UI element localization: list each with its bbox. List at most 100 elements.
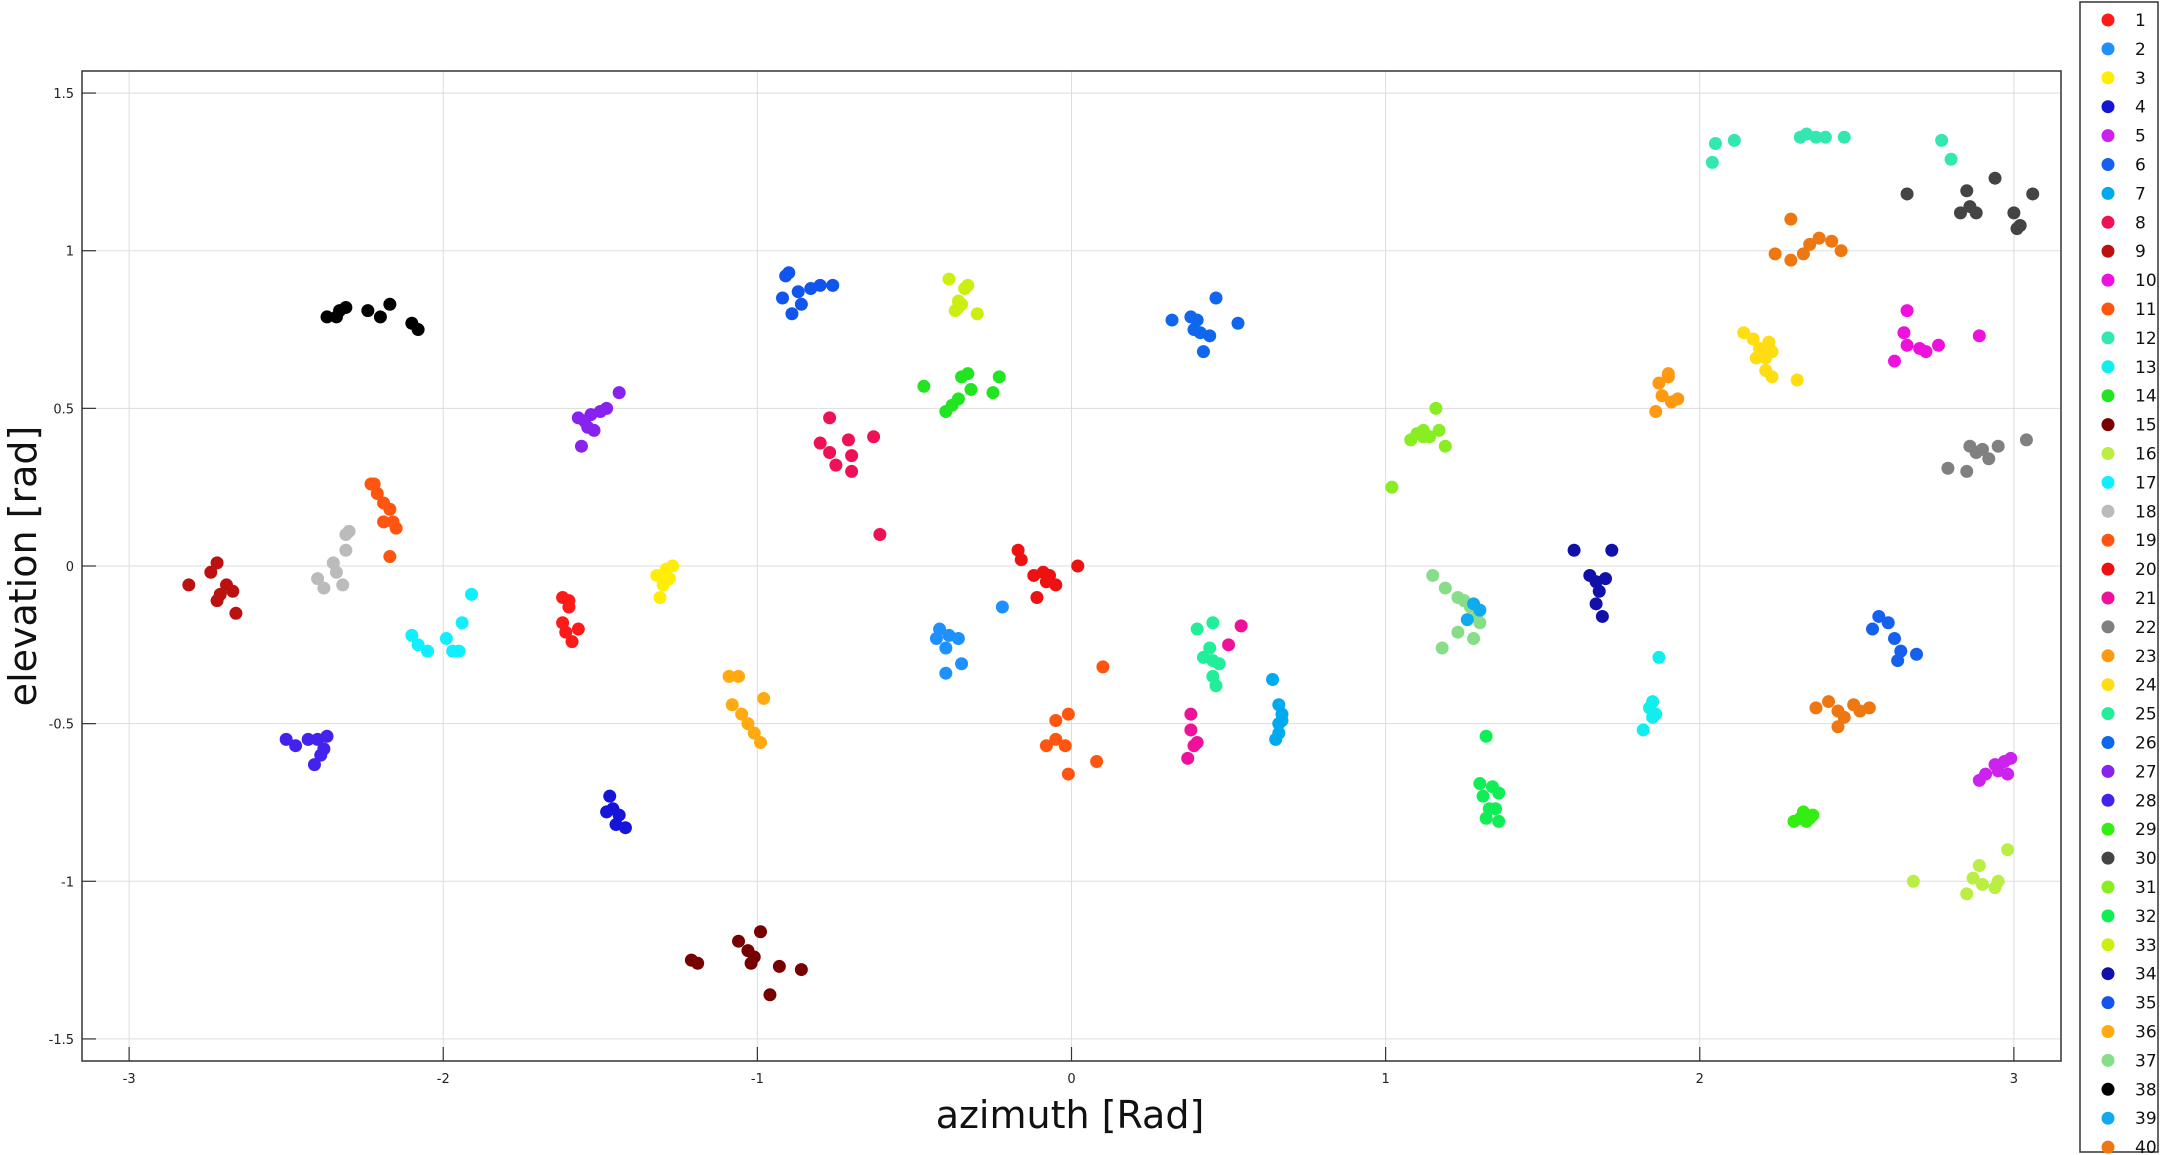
data-point — [1234, 619, 1248, 633]
data-point — [725, 698, 739, 712]
legend-item: 4 — [2101, 98, 2146, 118]
data-point — [1862, 701, 1876, 715]
legend-label: 14 — [2135, 387, 2157, 407]
series-19 — [364, 477, 403, 564]
data-point — [1784, 212, 1798, 226]
legend-marker — [2101, 1140, 2115, 1154]
data-point — [2001, 767, 2015, 781]
series-7 — [1266, 673, 1289, 746]
x-tick-label: 0 — [1067, 1072, 1075, 1087]
legend-label: 26 — [2135, 734, 2157, 754]
legend-label: 18 — [2135, 502, 2157, 522]
data-point — [873, 527, 887, 541]
legend-marker — [2101, 591, 2115, 605]
data-point — [955, 297, 969, 311]
data-point — [1489, 802, 1503, 816]
data-point — [1636, 723, 1650, 737]
data-point — [1014, 553, 1028, 567]
legend-marker — [2101, 533, 2115, 547]
legend-label: 2 — [2135, 40, 2146, 60]
data-point — [559, 625, 573, 639]
legend-label: 25 — [2135, 705, 2157, 725]
legend-item: 38 — [2101, 1080, 2157, 1100]
data-point — [1184, 723, 1198, 737]
series-24 — [1737, 326, 1804, 387]
data-point — [1834, 244, 1848, 258]
legend-marker — [2101, 389, 2115, 403]
data-point — [732, 934, 746, 948]
legend-marker — [2101, 909, 2115, 923]
legend-marker — [2101, 880, 2115, 894]
data-point — [2019, 433, 2033, 447]
legend-label: 13 — [2135, 358, 2157, 378]
legend-item: 27 — [2101, 762, 2157, 782]
data-point — [1888, 354, 1902, 368]
data-point — [1203, 641, 1217, 655]
data-point — [813, 436, 827, 450]
data-point — [389, 521, 403, 535]
data-point — [1432, 423, 1446, 437]
data-point — [452, 644, 466, 658]
series-33 — [942, 272, 984, 321]
data-point — [945, 398, 959, 412]
data-point — [1592, 584, 1606, 598]
data-point — [653, 591, 667, 605]
legend-marker — [2101, 215, 2115, 229]
x-tick-label: -2 — [437, 1072, 450, 1087]
legend-item: 12 — [2101, 329, 2157, 349]
data-point — [1196, 345, 1210, 359]
legend-label: 23 — [2135, 647, 2157, 667]
series-22 — [1941, 433, 2033, 478]
legend-marker — [2101, 764, 2115, 778]
data-point — [1266, 673, 1280, 687]
data-point — [383, 297, 397, 311]
data-point — [1385, 480, 1399, 494]
data-point — [1061, 767, 1075, 781]
legend-item: 1 — [2101, 11, 2146, 31]
data-point — [1762, 335, 1776, 349]
legend-label: 37 — [2135, 1051, 2157, 1071]
series-27 — [571, 386, 626, 453]
legend-marker — [2101, 938, 2115, 952]
legend-marker — [2101, 504, 2115, 518]
legend-item: 35 — [2101, 994, 2157, 1014]
legend-item: 40 — [2101, 1138, 2157, 1155]
data-point — [1435, 641, 1449, 655]
data-point — [722, 669, 736, 683]
data-point — [1187, 739, 1201, 753]
legend-marker — [2101, 71, 2115, 85]
y-tick-label: -1.5 — [49, 1033, 74, 1048]
legend-item: 32 — [2101, 907, 2157, 927]
data-point — [1090, 754, 1104, 768]
series-18 — [311, 524, 356, 595]
data-point — [2026, 187, 2040, 201]
legend-item: 17 — [2101, 473, 2157, 493]
data-point — [782, 266, 796, 280]
data-points — [182, 127, 2040, 1002]
series-31 — [1385, 401, 1452, 494]
data-point — [1975, 877, 1989, 891]
legend-label: 33 — [2135, 936, 2157, 956]
legend-label: 32 — [2135, 907, 2157, 927]
data-point — [336, 578, 350, 592]
data-point — [367, 477, 381, 491]
data-point — [301, 732, 315, 746]
data-point — [226, 584, 240, 598]
legend-marker — [2101, 851, 2115, 865]
data-point — [1975, 442, 1989, 456]
data-point — [1900, 187, 1914, 201]
data-point — [1049, 732, 1063, 746]
legend-item: 9 — [2101, 242, 2146, 262]
legend-marker — [2101, 1082, 2115, 1096]
data-point — [1599, 572, 1613, 586]
legend-marker — [2101, 822, 2115, 836]
data-point — [603, 789, 617, 803]
legend-item: 21 — [2101, 589, 2157, 609]
data-point — [1931, 338, 1945, 352]
data-point — [1935, 133, 1949, 147]
legend-item: 5 — [2101, 127, 2146, 147]
data-point — [1806, 808, 1820, 822]
legend: 1234567891011121314151617181920212223242… — [2079, 1, 2159, 1155]
legend-marker — [2101, 273, 2115, 287]
data-point — [342, 524, 356, 538]
